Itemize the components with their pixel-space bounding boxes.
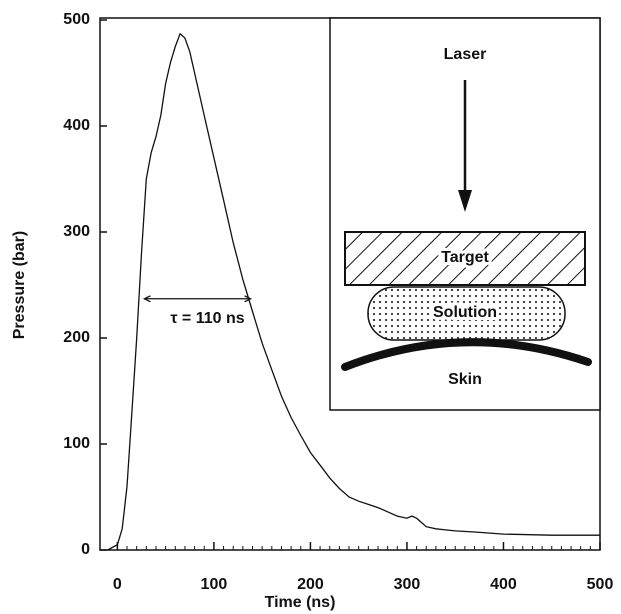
solution-label: Solution xyxy=(433,304,497,321)
y-tick-label: 400 xyxy=(63,117,90,134)
laser-arrow-head xyxy=(458,190,472,212)
y-tick-label: 200 xyxy=(63,329,90,346)
x-tick-label: 100 xyxy=(201,576,228,593)
x-tick-label: 200 xyxy=(297,576,324,593)
y-tick-label: 0 xyxy=(81,541,90,558)
x-tick-label: 400 xyxy=(490,576,517,593)
fwhm-arrow-heads xyxy=(142,295,253,303)
data-line xyxy=(107,32,600,551)
skin xyxy=(341,338,592,371)
x-axis-label: Time (ns) xyxy=(265,594,336,611)
y-tick-label: 300 xyxy=(63,223,90,240)
laser-label: Laser xyxy=(444,46,487,63)
y-tick-label: 500 xyxy=(63,11,90,28)
x-tick-label: 500 xyxy=(587,576,614,593)
fwhm-label: τ = 110 ns xyxy=(170,310,244,327)
target-label: Target xyxy=(441,249,489,266)
skin-label: Skin xyxy=(448,371,482,388)
y-axis-label: Pressure (bar) xyxy=(11,231,28,340)
x-tick-label: 0 xyxy=(113,576,122,593)
target xyxy=(344,231,586,286)
x-tick-label: 300 xyxy=(394,576,421,593)
y-tick-label: 100 xyxy=(63,435,90,452)
inset: Laser Target Solution Skin xyxy=(329,17,601,411)
